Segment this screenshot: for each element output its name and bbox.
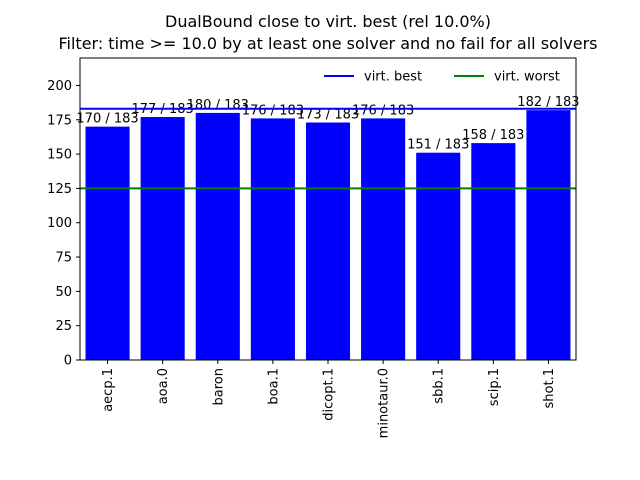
- bar-aoa.0: [140, 117, 185, 360]
- x-tick-label: dicopt.1: [322, 368, 337, 421]
- bar-minotaur.0: [361, 118, 406, 361]
- bar-value-label: 173 / 183: [297, 108, 359, 123]
- x-tick-label: minotaur.0: [377, 368, 392, 438]
- bar-value-label: 158 / 183: [462, 128, 524, 143]
- x-tick-label: shot.1: [542, 368, 557, 408]
- bar-value-label: 176 / 183: [242, 103, 304, 118]
- y-tick-label: 100: [47, 216, 72, 231]
- bar-scip.1: [471, 143, 516, 360]
- bar-sbb.1: [416, 152, 461, 360]
- bar-dicopt.1: [305, 122, 351, 360]
- x-tick-label: boa.1: [266, 368, 281, 405]
- bar-value-label: 151 / 183: [407, 138, 469, 153]
- y-tick-label: 50: [55, 285, 72, 300]
- y-tick-label: 125: [47, 182, 72, 197]
- x-tick-label: aoa.0: [156, 368, 171, 404]
- chart-subtitle: Filter: time >= 10.0 by at least one sol…: [58, 34, 597, 53]
- bar-baron: [195, 112, 240, 360]
- x-tick-label: sbb.1: [432, 368, 447, 404]
- x-tick-label: scip.1: [487, 368, 502, 406]
- bar-boa.1: [250, 118, 295, 361]
- y-tick-label: 75: [55, 251, 72, 266]
- chart-title: DualBound close to virt. best (rel 10.0%…: [165, 12, 491, 31]
- y-tick-label: 200: [47, 79, 72, 94]
- legend-label-virt-best: virt. best: [364, 70, 422, 85]
- x-tick-label: aecp.1: [101, 368, 116, 412]
- bar-value-label: 176 / 183: [352, 103, 414, 118]
- bar-value-label: 182 / 183: [517, 95, 579, 110]
- legend-label-virt-worst: virt. worst: [494, 70, 560, 85]
- bar-value-label: 180 / 183: [187, 98, 249, 113]
- bar-aecp.1: [85, 126, 130, 361]
- y-tick-label: 175: [47, 113, 72, 128]
- x-tick-label: baron: [211, 368, 226, 405]
- y-tick-label: 25: [55, 319, 72, 334]
- bar-value-label: 170 / 183: [76, 112, 138, 127]
- y-tick-label: 0: [64, 354, 72, 369]
- y-tick-label: 150: [47, 148, 72, 163]
- bar-shot.1: [526, 110, 571, 360]
